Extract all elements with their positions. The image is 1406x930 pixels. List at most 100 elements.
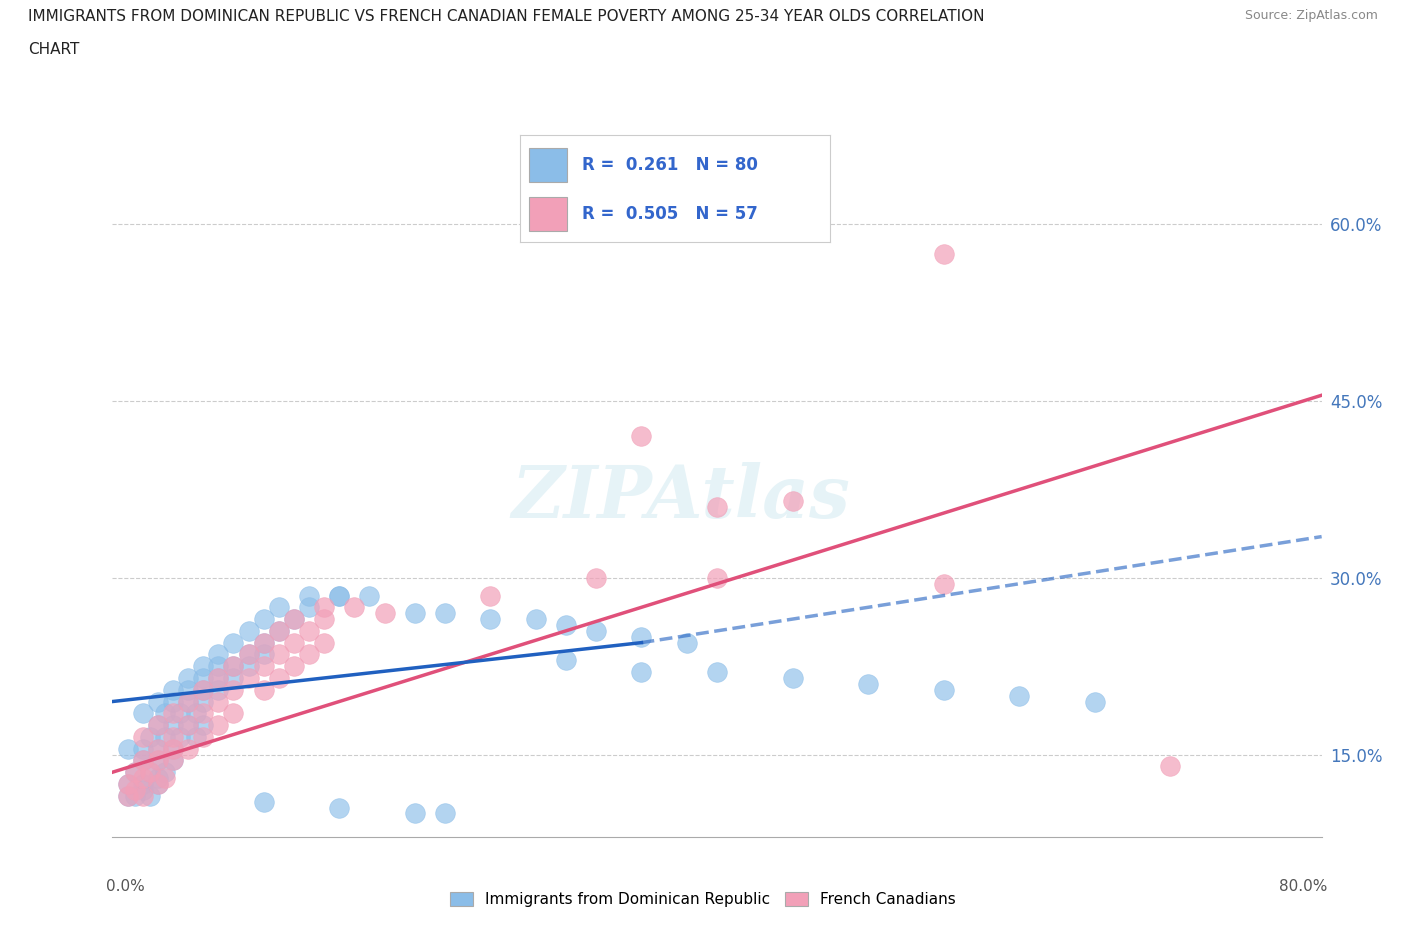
Legend: Immigrants from Dominican Republic, French Canadians: Immigrants from Dominican Republic, Fren…: [444, 885, 962, 913]
Point: [630, 429, 652, 444]
Point: [222, 635, 245, 650]
Point: [267, 671, 290, 685]
Point: [124, 764, 146, 779]
Point: [117, 789, 139, 804]
Point: [298, 588, 321, 603]
Point: [177, 718, 200, 733]
Point: [253, 635, 276, 650]
FancyBboxPatch shape: [530, 197, 567, 232]
Text: 0.0%: 0.0%: [107, 880, 145, 895]
Point: [253, 794, 276, 809]
Point: [155, 764, 177, 779]
Point: [191, 683, 214, 698]
Point: [932, 683, 955, 698]
Point: [207, 718, 229, 733]
Point: [433, 806, 456, 821]
Point: [706, 499, 728, 514]
Point: [253, 647, 276, 662]
Point: [253, 635, 276, 650]
Point: [706, 665, 728, 680]
Point: [139, 764, 162, 779]
Point: [132, 782, 155, 797]
Point: [238, 671, 260, 685]
Point: [162, 753, 184, 768]
Point: [630, 665, 652, 680]
Point: [207, 694, 229, 709]
Point: [374, 605, 396, 620]
Point: [222, 683, 245, 698]
Point: [932, 577, 955, 591]
Point: [162, 706, 184, 721]
Point: [177, 694, 200, 709]
Point: [359, 588, 381, 603]
Point: [554, 618, 576, 632]
Point: [932, 246, 955, 261]
Point: [207, 671, 229, 685]
Point: [169, 706, 191, 721]
Point: [283, 635, 305, 650]
Point: [132, 777, 155, 791]
Point: [146, 753, 169, 768]
Point: [124, 782, 146, 797]
Point: [191, 718, 214, 733]
Point: [146, 718, 169, 733]
Point: [124, 764, 146, 779]
Text: Source: ZipAtlas.com: Source: ZipAtlas.com: [1244, 9, 1378, 22]
Point: [253, 658, 276, 673]
Point: [177, 694, 200, 709]
Point: [146, 753, 169, 768]
Point: [146, 777, 169, 791]
Point: [328, 588, 350, 603]
Point: [155, 771, 177, 786]
Point: [856, 676, 880, 691]
Point: [191, 706, 214, 721]
Point: [207, 658, 229, 673]
Point: [1084, 694, 1107, 709]
Point: [207, 671, 229, 685]
Point: [177, 671, 200, 685]
Point: [117, 789, 139, 804]
Point: [191, 671, 214, 685]
Point: [162, 694, 184, 709]
Text: 80.0%: 80.0%: [1279, 880, 1327, 895]
Point: [283, 612, 305, 627]
Point: [146, 741, 169, 756]
Point: [162, 741, 184, 756]
Point: [139, 789, 162, 804]
Point: [782, 494, 804, 509]
Point: [146, 741, 169, 756]
Point: [117, 741, 139, 756]
Point: [155, 729, 177, 744]
Point: [314, 635, 336, 650]
Point: [132, 753, 155, 768]
Point: [782, 671, 804, 685]
Point: [139, 729, 162, 744]
Point: [222, 658, 245, 673]
Point: [1159, 759, 1181, 774]
Point: [404, 806, 426, 821]
FancyBboxPatch shape: [530, 148, 567, 182]
Point: [479, 588, 502, 603]
Point: [184, 729, 207, 744]
Point: [222, 706, 245, 721]
Point: [169, 729, 191, 744]
Point: [298, 647, 321, 662]
Point: [585, 570, 607, 585]
Point: [706, 570, 728, 585]
Point: [298, 623, 321, 638]
Point: [191, 683, 214, 698]
Point: [117, 777, 139, 791]
Point: [298, 600, 321, 615]
Point: [283, 658, 305, 673]
Point: [253, 612, 276, 627]
Point: [162, 718, 184, 733]
Point: [117, 777, 139, 791]
Point: [124, 789, 146, 804]
Point: [155, 706, 177, 721]
Point: [222, 658, 245, 673]
Point: [630, 630, 652, 644]
Point: [162, 729, 184, 744]
Point: [222, 671, 245, 685]
Point: [554, 653, 576, 668]
Text: R =  0.261   N = 80: R = 0.261 N = 80: [582, 156, 758, 174]
